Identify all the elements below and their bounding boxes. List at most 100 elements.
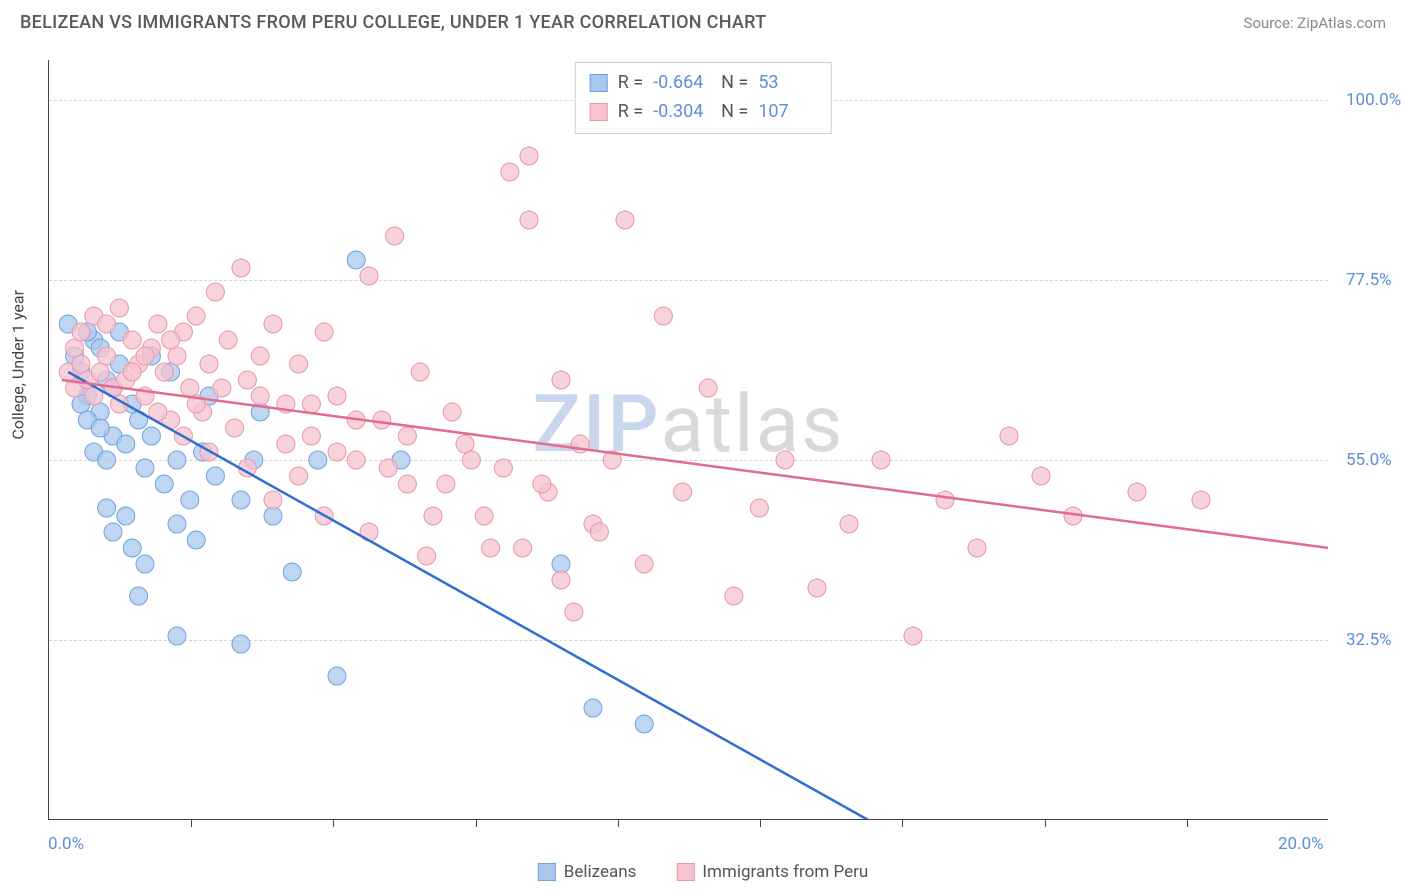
- scatter-point: [200, 355, 218, 373]
- x-tick-label: 0.0%: [48, 834, 84, 854]
- scatter-point: [398, 427, 416, 445]
- scatter-point: [232, 259, 250, 277]
- scatter-point: [130, 587, 148, 605]
- scatter-point: [437, 475, 455, 493]
- scatter-point: [1128, 483, 1146, 501]
- scatter-point: [968, 539, 986, 557]
- scatter-point: [373, 411, 391, 429]
- scatter-point: [699, 379, 717, 397]
- scatter-point: [309, 451, 327, 469]
- scatter-point: [725, 587, 743, 605]
- scatter-point: [616, 211, 634, 229]
- scatter-point: [66, 339, 84, 357]
- source-label: Source: ZipAtlas.com: [1243, 14, 1386, 32]
- scatter-point: [232, 491, 250, 509]
- scatter-point: [360, 267, 378, 285]
- correlation-legend: R = -0.664 N = 53 R = -0.304 N = 107: [575, 62, 832, 134]
- y-tick-label: 32.5%: [1346, 630, 1392, 650]
- swatch-belizeans: [590, 74, 608, 92]
- scatter-point: [136, 459, 154, 477]
- scatter-point: [347, 251, 365, 269]
- scatter-point: [206, 283, 224, 301]
- scatter-svg: [49, 60, 1328, 819]
- scatter-point: [514, 539, 532, 557]
- scatter-point: [1000, 427, 1018, 445]
- scatter-point: [552, 571, 570, 589]
- scatter-point: [117, 507, 135, 525]
- scatter-point: [443, 403, 461, 421]
- scatter-point: [552, 555, 570, 573]
- scatter-point: [290, 467, 308, 485]
- scatter-point: [123, 363, 141, 381]
- y-tick-label: 100.0%: [1346, 90, 1401, 110]
- scatter-point: [315, 323, 333, 341]
- scatter-point: [168, 627, 186, 645]
- scatter-point: [424, 507, 442, 525]
- scatter-point: [187, 531, 205, 549]
- y-tick-label: 55.0%: [1346, 450, 1392, 470]
- scatter-point: [264, 507, 282, 525]
- scatter-point: [219, 331, 237, 349]
- scatter-point: [283, 563, 301, 581]
- scatter-point: [674, 483, 692, 501]
- scatter-point: [565, 603, 583, 621]
- scatter-point: [302, 427, 320, 445]
- scatter-point: [872, 451, 890, 469]
- scatter-point: [494, 459, 512, 477]
- scatter-point: [155, 475, 173, 493]
- scatter-point: [136, 347, 154, 365]
- scatter-point: [750, 499, 768, 517]
- scatter-point: [98, 315, 116, 333]
- scatter-point: [155, 363, 173, 381]
- scatter-point: [654, 307, 672, 325]
- scatter-point: [168, 347, 186, 365]
- scatter-point: [277, 435, 295, 453]
- scatter-point: [475, 507, 493, 525]
- scatter-point: [808, 579, 826, 597]
- scatter-point: [264, 491, 282, 509]
- scatter-point: [411, 363, 429, 381]
- scatter-point: [91, 363, 109, 381]
- scatter-point: [590, 523, 608, 541]
- scatter-point: [482, 539, 500, 557]
- scatter-point: [168, 515, 186, 533]
- swatch-peru: [590, 103, 608, 121]
- scatter-point: [187, 307, 205, 325]
- scatter-point: [213, 379, 231, 397]
- x-tick-label: 20.0%: [1278, 834, 1324, 854]
- scatter-point: [251, 387, 269, 405]
- scatter-point: [347, 451, 365, 469]
- scatter-point: [584, 699, 602, 717]
- scatter-point: [181, 491, 199, 509]
- scatter-point: [290, 355, 308, 373]
- scatter-point: [520, 147, 538, 165]
- scatter-point: [238, 371, 256, 389]
- scatter-point: [501, 163, 519, 181]
- scatter-point: [264, 315, 282, 333]
- scatter-point: [635, 715, 653, 733]
- scatter-point: [104, 523, 122, 541]
- y-axis-label: College, Under 1 year: [9, 290, 28, 440]
- scatter-point: [142, 427, 160, 445]
- scatter-point: [72, 323, 90, 341]
- y-tick-label: 77.5%: [1346, 270, 1392, 290]
- scatter-point: [533, 475, 551, 493]
- scatter-point: [520, 211, 538, 229]
- swatch-icon: [538, 863, 556, 881]
- scatter-point: [206, 467, 224, 485]
- scatter-point: [136, 555, 154, 573]
- scatter-point: [904, 627, 922, 645]
- scatter-point: [181, 379, 199, 397]
- scatter-point: [149, 315, 167, 333]
- chart-plot-area: ZIPatlas: [48, 60, 1328, 820]
- scatter-point: [328, 667, 346, 685]
- scatter-point: [418, 547, 436, 565]
- scatter-point: [936, 491, 954, 509]
- scatter-point: [232, 635, 250, 653]
- legend-row-peru: R = -0.304 N = 107: [590, 98, 817, 127]
- scatter-point: [98, 451, 116, 469]
- scatter-point: [110, 299, 128, 317]
- legend-item-belizeans: Belizeans: [538, 862, 637, 882]
- scatter-point: [117, 435, 135, 453]
- scatter-point: [98, 499, 116, 517]
